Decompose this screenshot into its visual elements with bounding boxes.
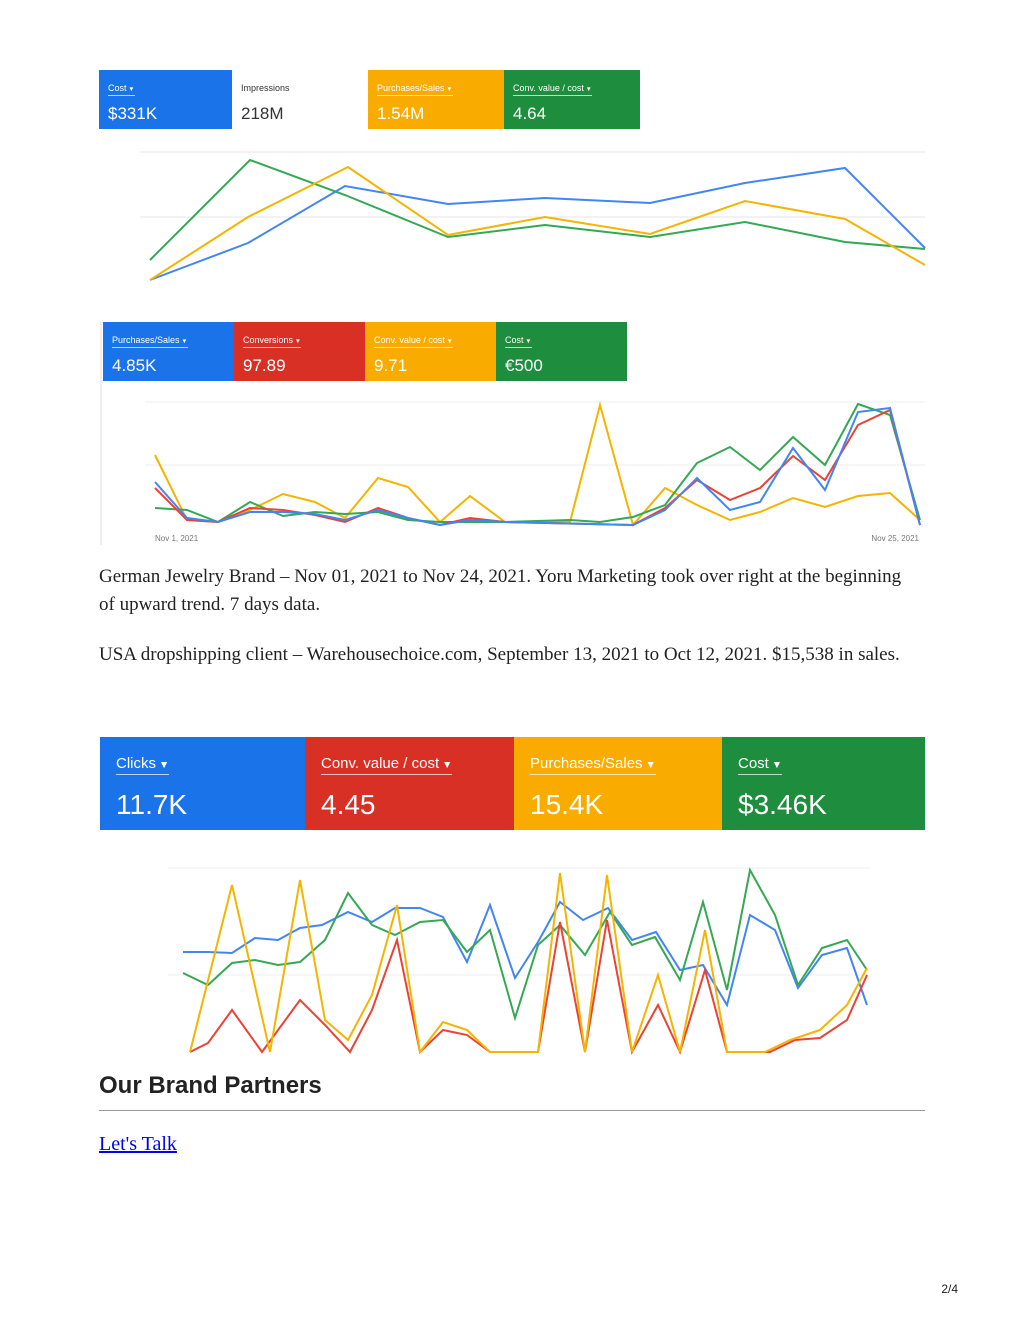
axis-label: Nov 25, 2021 xyxy=(871,534,919,543)
dropdown-arrow: ▼ xyxy=(444,338,453,345)
metric-label-text: Conversions xyxy=(243,335,294,345)
metric-tile: Purchases/Sales ▼ 4.85K xyxy=(103,322,234,381)
dropdown-arrow: ▼ xyxy=(439,759,453,771)
metric-label-text: Purchases/Sales xyxy=(530,755,643,772)
metric-value: 4.64 xyxy=(513,104,547,123)
metric-tile: Conv. value / cost ▼ 4.64 xyxy=(504,70,640,129)
dropdown-arrow: ▼ xyxy=(642,759,656,771)
metric-label-text: Conv. value / cost xyxy=(374,335,445,345)
metric-label: Conv. value / cost ▼ xyxy=(374,335,453,348)
metric-tile: Purchases/Sales ▼ 1.54M xyxy=(368,70,504,129)
metric-label-text: Cost xyxy=(505,335,524,345)
metric-label: Cost ▼ xyxy=(108,83,135,96)
dropdown-arrow: ▼ xyxy=(156,759,170,771)
metric-label: Purchases/Sales ▼ xyxy=(112,335,188,348)
metric-tile: Impressions 218M xyxy=(232,70,368,129)
chart-3 xyxy=(168,867,870,1055)
metric-value: $3.46K xyxy=(738,789,827,820)
dropdown-arrow: ▼ xyxy=(179,338,188,345)
lets-talk-link[interactable]: Let's Talk xyxy=(99,1133,177,1155)
dropdown-arrow: ▼ xyxy=(293,338,302,345)
metric-label-text: Purchases/Sales xyxy=(112,335,180,345)
metric-value: 218M xyxy=(241,104,284,123)
dropdown-arrow: ▼ xyxy=(126,86,135,93)
section-title: Our Brand Partners xyxy=(99,1072,322,1099)
metric-label: Impressions xyxy=(241,83,290,95)
metric-tiles: Clicks ▼ 11.7K Conv. value / cost ▼ 4.45 Pur… xyxy=(100,737,925,830)
metric-tile: Conv. value / cost ▼ 9.71 xyxy=(365,322,496,381)
metric-value: 9.71 xyxy=(374,356,408,375)
metric-tile: Conv. value / cost ▼ 4.45 xyxy=(305,737,514,830)
metric-tile: Cost ▼ €500 xyxy=(496,322,627,381)
metric-label-text: Clicks xyxy=(116,755,156,772)
chart-2 xyxy=(100,322,925,545)
metric-label-text: Cost xyxy=(738,755,769,772)
axis-label: Nov 1, 2021 xyxy=(155,534,199,543)
metric-label-text: Conv. value / cost xyxy=(321,755,440,772)
page-number: 2/4 xyxy=(941,1282,958,1296)
dropdown-arrow: ▼ xyxy=(768,759,783,771)
metric-value: 97.89 xyxy=(243,356,286,375)
metric-label: Conv. value / cost ▼ xyxy=(513,83,592,96)
metric-label-text: Cost xyxy=(108,83,127,93)
metric-label: Purchases/Sales ▼ xyxy=(377,83,453,96)
metric-tiles: Purchases/Sales ▼ 4.85K Conversions ▼ 97.89… xyxy=(103,322,627,381)
metric-value: $331K xyxy=(108,104,158,123)
caption: USA dropshipping client – Warehousechoic… xyxy=(99,644,900,665)
metric-label: Clicks ▼ xyxy=(116,755,170,775)
metric-tile: Cost ▼ $331K xyxy=(99,70,232,129)
metric-value: 4.85K xyxy=(112,356,157,375)
divider xyxy=(99,1110,925,1111)
metric-label: Conversions ▼ xyxy=(243,335,302,348)
metric-label-text: Impressions xyxy=(241,83,290,93)
metric-value: 1.54M xyxy=(377,104,425,123)
metric-label-text: Conv. value / cost xyxy=(513,83,584,93)
metric-tile: Conversions ▼ 97.89 xyxy=(234,322,365,381)
metric-value: 11.7K xyxy=(116,789,188,820)
metric-tile: Clicks ▼ 11.7K xyxy=(100,737,305,830)
chart-1 xyxy=(140,151,926,281)
metric-label: Conv. value / cost ▼ xyxy=(321,755,453,775)
caption: German Jewelry Brand – Nov 01, 2021 to N… xyxy=(99,566,902,615)
metric-tiles: Cost ▼ $331K Impressions 218M Purchases/Sale… xyxy=(99,70,640,129)
metric-value: 4.45 xyxy=(321,789,376,820)
metric-label: Cost ▼ xyxy=(738,755,783,775)
metric-label-text: Purchases/Sales xyxy=(377,83,445,93)
metric-tile: Cost ▼ $3.46K xyxy=(722,737,925,830)
dropdown-arrow: ▼ xyxy=(444,86,453,93)
metric-value: 15.4K xyxy=(530,789,604,820)
metric-tile: Purchases/Sales ▼ 15.4K xyxy=(514,737,722,830)
metric-label: Cost ▼ xyxy=(505,335,532,348)
dropdown-arrow: ▼ xyxy=(523,338,532,345)
metric-label: Purchases/Sales ▼ xyxy=(530,755,656,775)
metric-value: €500 xyxy=(505,356,543,375)
dropdown-arrow: ▼ xyxy=(583,86,592,93)
